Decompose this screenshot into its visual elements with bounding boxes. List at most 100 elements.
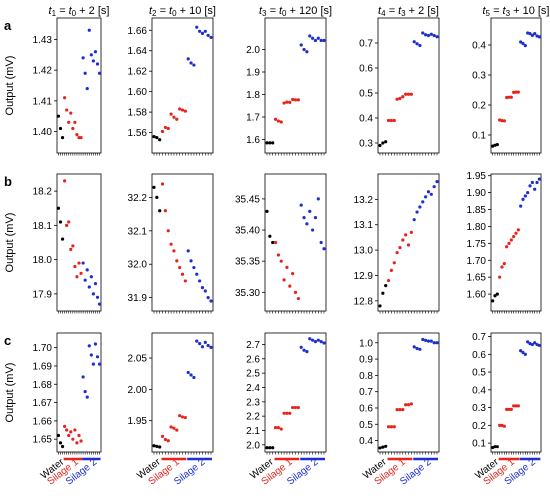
data-point [163,209,167,213]
data-point [285,265,289,270]
y-tick-label: 0.5 [359,420,373,431]
column-title-5: t5 = t3 + 10 [s] [482,5,549,18]
data-point [268,141,272,145]
panel-a-3: 1.6 1.7 1.8 1.9 2.0 [246,17,327,156]
y-tick-label: 1.62 [128,67,148,78]
data-point [85,86,89,91]
panel-frame [264,332,327,453]
y-tick-label: 1.8 [246,90,260,101]
data-point [418,43,422,48]
data-point [424,33,428,37]
data-point [83,278,87,282]
data-point [426,33,431,38]
y-tick-label: 12.8 [354,296,374,307]
data-point [421,200,425,204]
data-point [435,341,439,345]
data-point [530,180,534,185]
data-point [305,50,309,54]
data-point [60,136,65,140]
y-axis-label-b: Output (mV) [4,213,16,273]
y-tick-label: 0.7 [472,332,486,343]
data-point [273,426,278,430]
y-tick-label: 13.2 [354,195,374,206]
y-tick-label: 12.9 [354,271,374,282]
data-point [58,220,63,224]
y-tick-label: 0.8 [359,371,373,382]
data-point [505,245,509,249]
panel-b-5: 1.60 1.65 1.70 1.75 1.80 1.85 1.90 1.95 [467,171,542,314]
data-point [519,349,523,353]
panel-frame [151,17,214,154]
data-point [276,119,280,123]
data-point [87,28,91,32]
data-point [509,238,513,242]
data-point [516,90,520,94]
data-point [302,215,306,220]
panel-frame [56,173,102,312]
data-point [71,244,75,248]
y-tick-label: 2.00 [128,385,148,396]
data-point [75,441,79,445]
data-point [279,259,283,263]
data-point [271,141,275,145]
data-point [507,241,511,245]
data-point [198,29,202,33]
data-point [404,403,408,407]
data-point [381,291,385,295]
data-point [192,375,196,380]
data-point [389,268,393,273]
y-tick-label: 0.5 [472,368,486,379]
data-point [514,404,518,408]
column-title-4: t4 = t3 + 2 [s] [378,5,439,18]
column-title-2: t2 = t0 + 10 [s] [149,5,216,18]
data-point [514,90,518,94]
y-tick-label: 1.70 [33,343,53,354]
data-point [498,275,502,279]
y-tick-label: 1.75 [467,239,487,250]
data-point [189,259,193,263]
data-point [500,265,504,269]
data-point [305,222,309,226]
y-axis-label-a: Output (mV) [4,56,16,116]
data-point [163,125,167,130]
data-point [288,100,292,104]
data-point [273,240,278,245]
data-point [424,195,428,199]
data-point [69,430,73,434]
data-point [285,100,289,104]
column-title-3: t3 = t0 + 120 [s] [259,5,332,18]
data-point [429,32,433,36]
y-tick-label: 1.95 [128,416,148,427]
row-letter-c: c [4,333,11,348]
data-point [65,223,69,227]
data-point [537,343,541,348]
data-point [421,337,425,342]
data-point [322,341,326,345]
data-point [299,203,303,207]
data-point [192,265,196,270]
y-tick-label: 0.7 [359,387,373,398]
y-tick-label: 1.65 [33,435,53,446]
data-point [398,245,402,250]
y-axis-label-c: Output (mV) [4,363,16,423]
data-point [172,426,176,430]
data-point [398,96,402,101]
data-point [502,424,506,428]
data-point [178,107,182,111]
data-point [195,25,199,29]
data-point [418,347,422,351]
data-point [296,405,300,410]
panel-frame [490,332,542,453]
data-point [386,425,391,429]
data-point [299,345,303,349]
data-point [152,185,156,189]
y-tick-label: 2.05 [128,354,148,365]
data-point [519,40,523,44]
data-point [93,282,98,286]
data-point [279,427,283,431]
data-point [406,92,411,96]
y-tick-label: 1.69 [33,361,53,372]
data-point [432,185,436,189]
data-point [313,340,318,344]
data-point [97,71,102,75]
